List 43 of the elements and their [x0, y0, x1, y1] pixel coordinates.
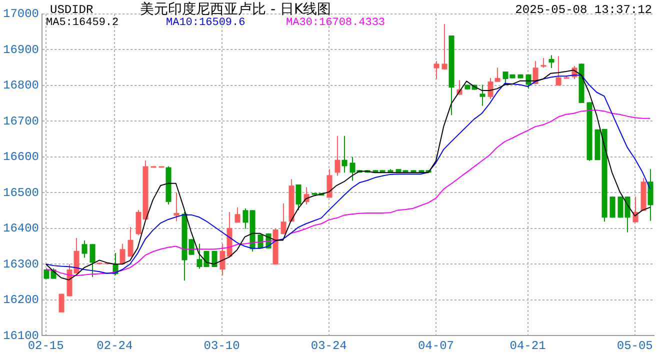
y-tick-label: 17000 [2, 7, 40, 22]
candlestick [342, 135, 348, 174]
x-tick-label: 03-10 [204, 338, 240, 353]
candlestick [82, 240, 88, 258]
y-tick-label: 16900 [2, 42, 40, 57]
x-tick-label: 02-15 [28, 338, 64, 353]
x-tick-label: 05-05 [616, 338, 653, 353]
candlestick [610, 196, 616, 218]
candlestick [120, 243, 126, 265]
text: MA10:16509.6 [166, 16, 246, 29]
candlestick [526, 74, 532, 90]
y-tick-label: 16800 [2, 78, 40, 93]
candlestick [58, 293, 64, 313]
candlestick [556, 56, 562, 86]
y-tick-label: 16300 [2, 257, 40, 272]
candlestick [434, 60, 440, 80]
candlestick [280, 202, 286, 235]
y-tick-label: 16700 [2, 114, 40, 128]
y-tick-label: 16200 [2, 293, 40, 308]
y-tick-label: 16500 [2, 186, 40, 200]
candlestick [632, 196, 638, 223]
candlestick [548, 54, 554, 68]
candlestick [648, 168, 654, 222]
candlestick [480, 84, 486, 106]
x-tick-label: 02-24 [96, 338, 133, 353]
annotation: 2025-05-08 13:37:12 [515, 3, 652, 18]
candlestick [442, 24, 448, 70]
candlestick [234, 206, 240, 224]
candlestick [334, 135, 340, 176]
chart-title: 美元印度尼西亚卢比 - 日K线图 [140, 2, 332, 18]
candlestick [90, 244, 96, 278]
candlestick [174, 192, 180, 222]
candlestick [540, 57, 546, 68]
y-tick-label: 16600 [2, 150, 40, 164]
x-tick-label: 04-07 [418, 338, 454, 353]
candlestick [296, 184, 302, 211]
text: MA5:16459.2 [46, 16, 119, 29]
x-tick-label: 03-24 [310, 338, 347, 353]
candlestick [128, 226, 134, 258]
x-tick-label: 04-21 [510, 338, 546, 353]
y-tick-label: 16400 [2, 222, 40, 236]
text: MA30:16708.4333 [286, 16, 386, 29]
annotation: USDIDR [50, 3, 94, 18]
